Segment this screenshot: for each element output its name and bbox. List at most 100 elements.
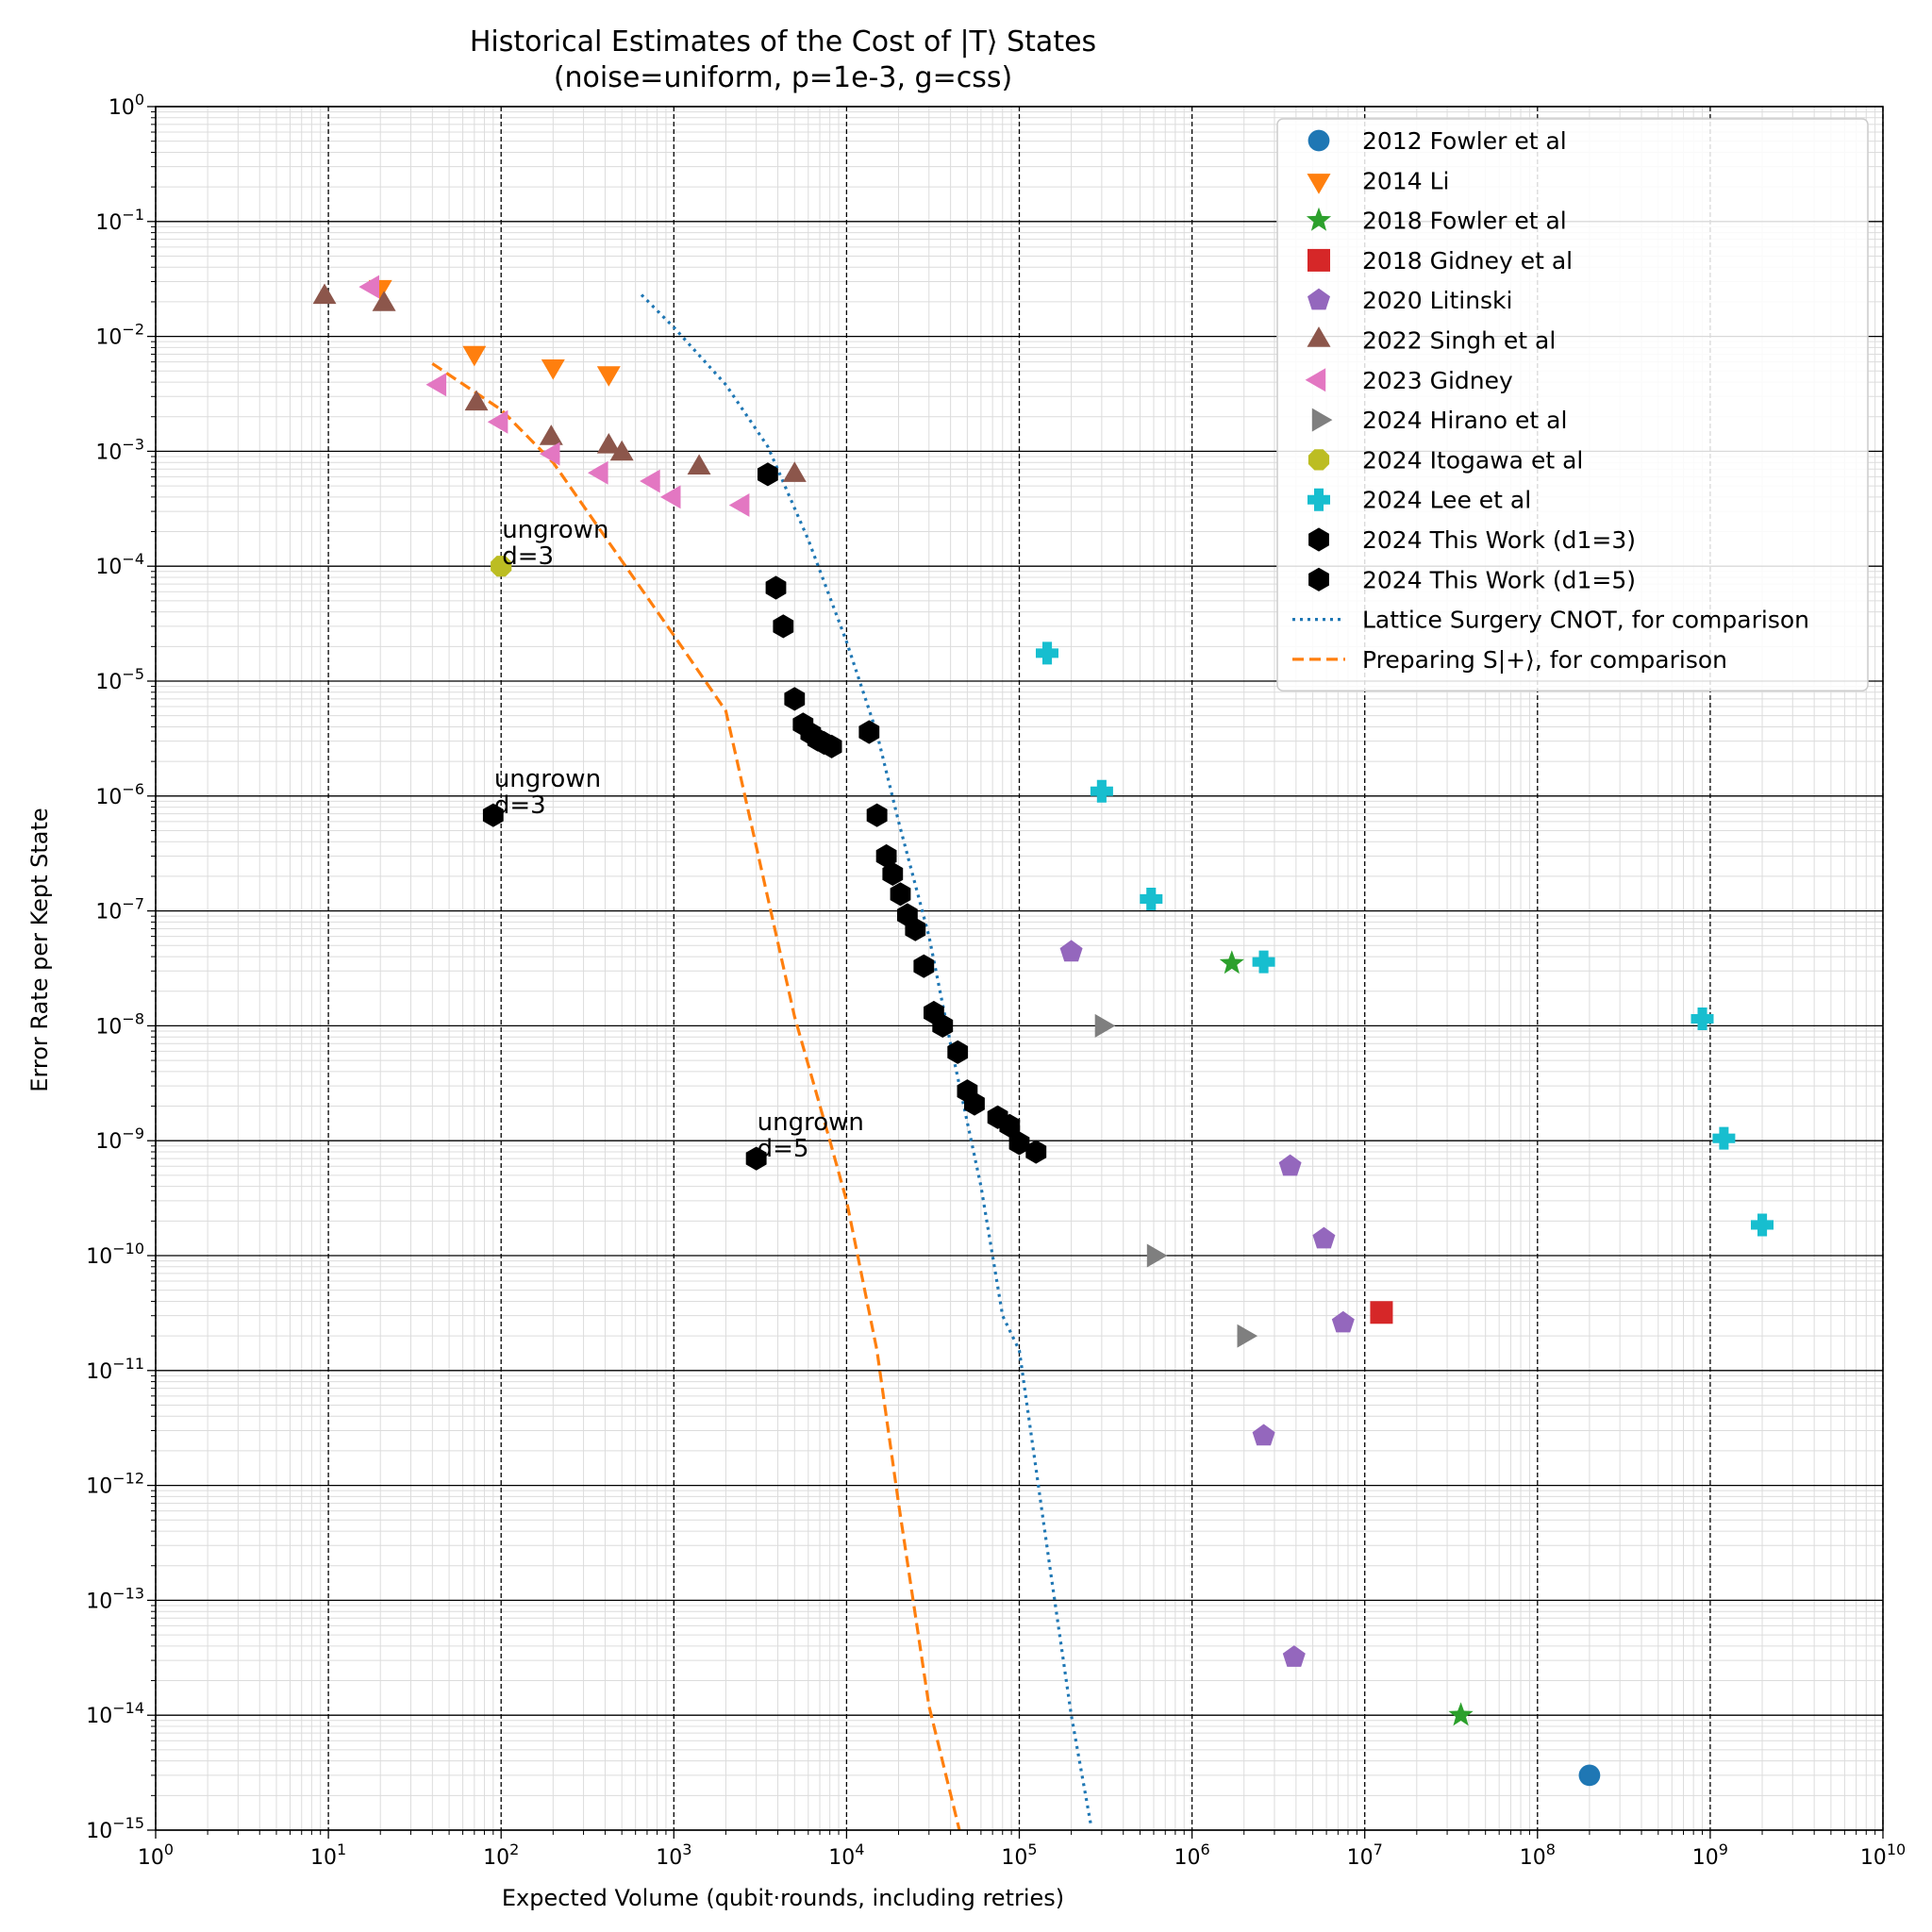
legend-marker [1307,449,1330,471]
data-point [875,843,897,869]
y-tick-label: 100 [108,91,144,120]
data-point [1690,1008,1714,1030]
series-6 [358,275,750,517]
legend-label: 2012 Fowler et al [1362,127,1567,155]
data-point [596,433,621,454]
legend-label: 2018 Fowler et al [1362,208,1567,235]
data-point [882,861,904,886]
y-tick-label: 10−6 [95,780,144,809]
data-point [1146,1243,1168,1268]
data-point [659,485,681,509]
comparison-line-1 [431,362,961,1831]
legend-label: 2023 Gidney [1362,367,1513,394]
data-point [773,614,794,639]
data-point [964,1091,985,1116]
data-point [640,469,660,493]
comparison-lines [431,293,1093,1831]
data-point [999,1113,1021,1138]
x-tick-label: 107 [1347,1840,1383,1870]
data-point [541,359,565,380]
series-4 [1059,940,1355,1667]
data-point [1094,1013,1116,1038]
data-point [765,575,787,600]
y-tick-label: 10−7 [95,895,144,924]
data-point [1578,1764,1601,1787]
legend-label: 2022 Singh et al [1362,327,1556,355]
series-9 [1036,641,1774,1237]
series-5 [312,283,807,482]
series-2 [1219,950,1474,1726]
data-point [728,493,750,517]
annotation-line1: ungrown [758,1108,864,1137]
data-point [947,1040,969,1064]
data-point [609,440,634,461]
data-point [1312,1226,1336,1249]
legend-label: 2024 Lee et al [1362,487,1531,514]
series-0 [1578,1764,1601,1787]
data-point [372,291,396,311]
legend-label: 2014 Li [1362,167,1449,194]
x-tick-label: 100 [138,1840,174,1870]
legend-label: 2024 This Work (d1=3) [1362,526,1636,554]
data-point [784,687,806,711]
x-tick-label: 104 [828,1840,864,1870]
data-point [425,373,447,397]
data-point [1252,1424,1275,1446]
data-point [1008,1131,1030,1156]
legend-label: Preparing S|+⟩, for comparison [1362,646,1727,674]
data-point [1282,1645,1306,1667]
y-tick-label: 10−10 [86,1240,144,1269]
annotation-line2: d=5 [758,1135,809,1163]
legend-label: 2024 This Work (d1=5) [1362,566,1636,593]
y-tick-label: 10−12 [86,1470,144,1499]
legend-label: 2018 Gidney et al [1362,247,1573,275]
x-tick-label: 103 [656,1840,691,1870]
legend-marker [1305,368,1326,392]
data-point [358,275,379,299]
data-point [462,345,487,367]
data-point [866,803,888,827]
x-tick-label: 108 [1520,1840,1556,1870]
chart-subtitle: (noise=uniform, p=1e-3, g=css) [554,61,1012,94]
legend-marker [1307,248,1330,272]
y-tick-label: 10−13 [86,1584,144,1613]
data-point [1140,888,1163,910]
legend-marker [1307,129,1330,152]
y-tick-label: 10−3 [95,435,144,464]
data-point [1036,641,1058,665]
legend-label: 2024 Itogawa et al [1362,446,1583,474]
data-point [821,734,842,758]
y-tick-label: 10−5 [95,665,144,694]
data-point [464,390,489,411]
series-7 [1094,1013,1258,1348]
series-8 [491,556,512,577]
data-point [588,460,608,485]
data-point [312,283,337,305]
y-axis-label: Error Rate per Kept State [26,808,53,1091]
chart-title: Historical Estimates of the Cost of |T⟩ … [470,25,1096,58]
data-point [782,461,807,482]
data-point [687,454,711,475]
y-tick-label: 10−15 [86,1814,144,1843]
data-point [913,954,935,978]
x-tick-label: 1010 [1860,1840,1906,1870]
data-point [1090,779,1113,803]
annotation-line1: ungrown [494,765,601,793]
data-point [1448,1702,1474,1726]
x-axis-label: Expected Volume (qubit·rounds, including… [502,1885,1064,1911]
y-tick-label: 10−11 [86,1355,144,1384]
data-point [1751,1213,1774,1237]
series-3 [1370,1301,1393,1324]
data-point [890,882,911,907]
legend-marker [1311,408,1333,432]
x-tick-label: 109 [1692,1840,1728,1870]
data-point [1059,940,1083,962]
data-point [487,409,508,434]
data-point [858,720,880,744]
x-tick-label: 101 [310,1840,346,1870]
data-point [1331,1310,1355,1333]
legend-marker [1308,567,1329,591]
legend-marker [1306,207,1332,231]
